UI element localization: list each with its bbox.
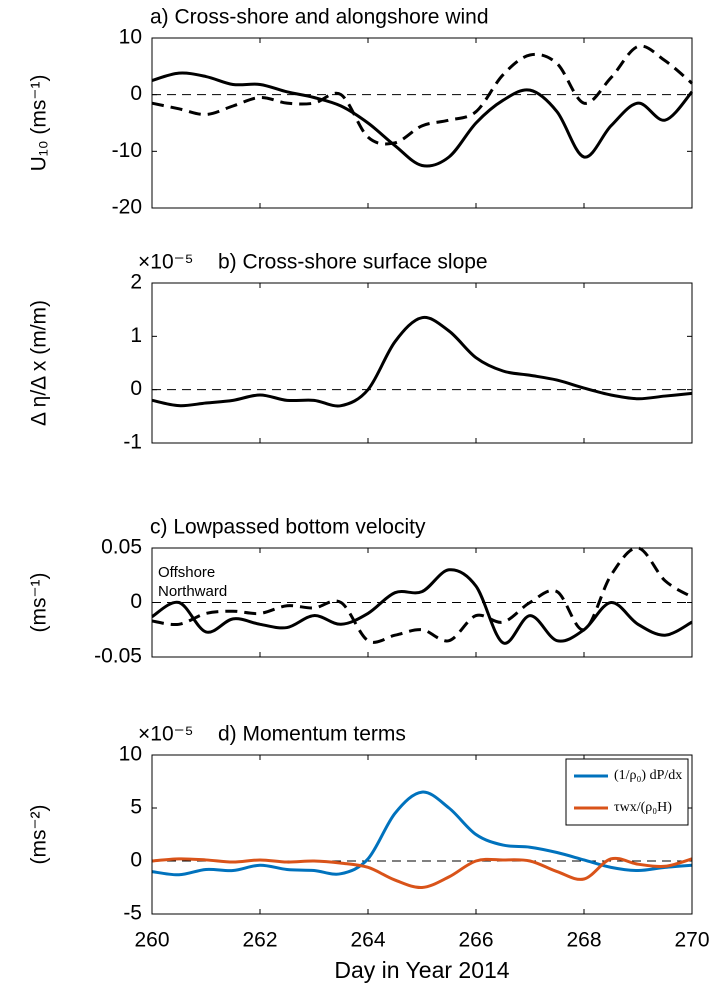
- y-axis-label: U₁₀ (ms⁻¹): [28, 75, 51, 172]
- plot-frame: [151, 37, 693, 209]
- data-line: [151, 71, 694, 168]
- scale-label: ×10⁻⁵: [138, 723, 193, 746]
- y-tick-label: 10: [119, 743, 142, 766]
- data-line: [151, 856, 693, 890]
- data-line: [151, 568, 693, 645]
- y-tick-label: 0.05: [101, 536, 142, 559]
- y-tick-label: 2: [130, 271, 142, 294]
- data-line: [151, 315, 693, 408]
- x-axis-label: Day in Year 2014: [334, 957, 509, 983]
- y-tick-label: -20: [112, 196, 142, 219]
- panel: a) Cross-shore and alongshore wind U₁₀ (m…: [28, 6, 694, 219]
- annotation: Northward: [158, 583, 227, 600]
- y-tick-label: 0: [130, 849, 142, 872]
- x-tick-label: 264: [350, 929, 385, 952]
- data-line: [151, 546, 693, 644]
- y-tick-label: -5: [123, 902, 142, 925]
- y-axis-label: (ms⁻²): [28, 804, 51, 864]
- y-tick-label: 0: [130, 82, 142, 105]
- legend-label: τwx/(ρ₀H): [614, 800, 672, 815]
- panel-title: c) Lowpassed bottom velocity: [150, 516, 426, 539]
- panel: c) Lowpassed bottom velocity (ms⁻¹) -0.05 0…: [28, 516, 693, 668]
- y-tick-label: 1: [130, 324, 142, 347]
- legend-label: (1/ρ₀) dP/dx: [614, 768, 682, 783]
- y-tick-label: 10: [119, 26, 142, 49]
- plot-frame: [151, 547, 693, 658]
- y-tick-label: 5: [130, 796, 142, 819]
- annotation: Offshore: [158, 564, 215, 581]
- y-tick-label: 0: [130, 590, 142, 613]
- panel-title: b) Cross-shore surface slope: [218, 251, 488, 274]
- x-tick-label: 266: [458, 929, 493, 952]
- data-line: [151, 44, 693, 146]
- panel-title: a) Cross-shore and alongshore wind: [150, 6, 489, 29]
- plot-frame: [151, 282, 693, 444]
- plot-frame: [151, 754, 693, 915]
- legend-box: [565, 758, 689, 826]
- y-tick-label: -0.05: [94, 645, 142, 668]
- x-tick-label: 268: [566, 929, 601, 952]
- y-axis-label: (ms⁻¹): [28, 572, 51, 632]
- y-tick-label: 0: [130, 377, 142, 400]
- y-tick-label: -1: [123, 431, 142, 454]
- x-tick-label: 270: [674, 929, 709, 952]
- y-axis-label: Δ η/Δ x (m/m): [28, 300, 51, 426]
- panel: ×10⁻⁵ d) Momentum terms (ms⁻²) -5 0 5 10 260 262…: [28, 723, 710, 984]
- scale-label: ×10⁻⁵: [138, 251, 193, 274]
- x-tick-label: 262: [242, 929, 277, 952]
- y-tick-label: -10: [112, 139, 142, 162]
- x-tick-label: 260: [134, 929, 169, 952]
- panel: ×10⁻⁵ b) Cross-shore surface slope Δ η/Δ x…: [28, 251, 693, 454]
- panel-title: d) Momentum terms: [218, 723, 406, 746]
